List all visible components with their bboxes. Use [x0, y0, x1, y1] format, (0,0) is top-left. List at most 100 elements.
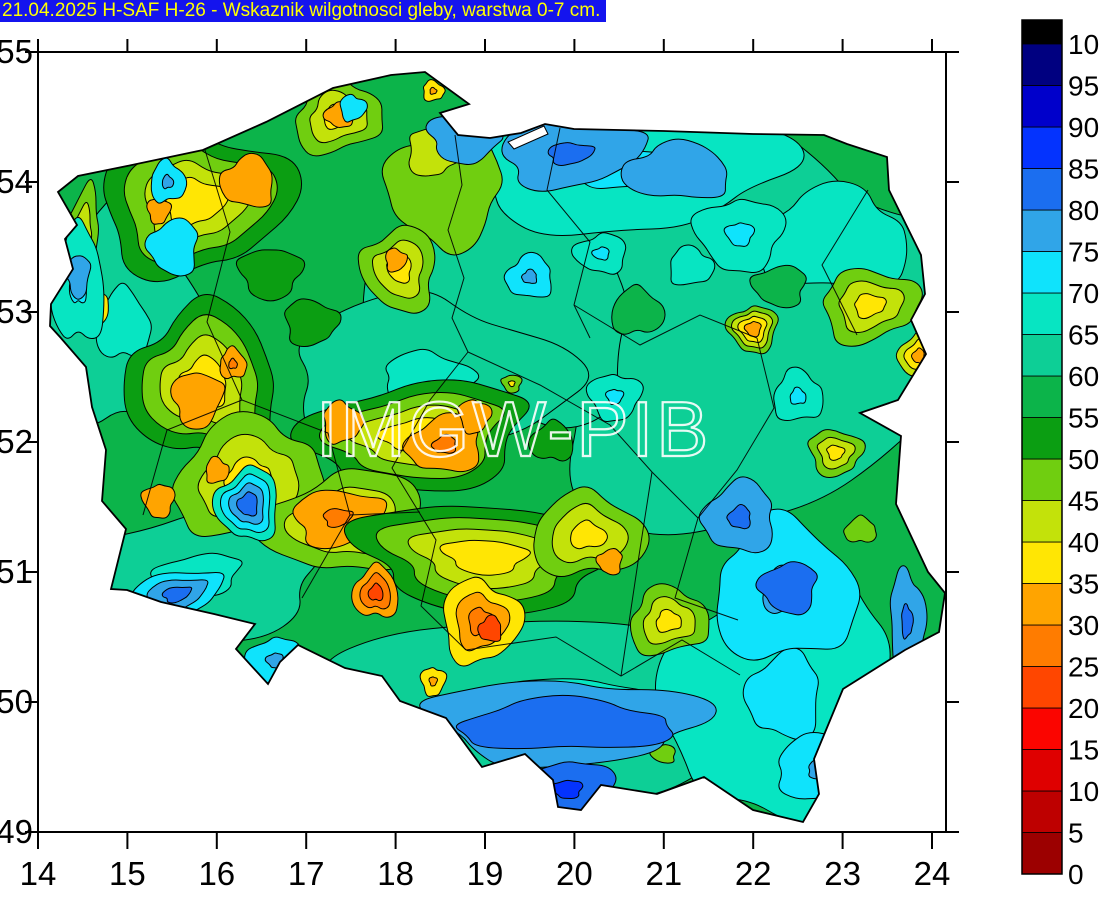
moisture-contour [455, 694, 674, 750]
voivodeship-border [204, 149, 243, 401]
colorbar-segment [1021, 334, 1063, 377]
moisture-contour [843, 514, 877, 543]
x-axis-tick-label: 21 [645, 855, 682, 892]
watermark-layer: IMGW-PIB [315, 384, 711, 474]
colorbar-segment [1021, 126, 1063, 169]
colorbar-segment [1021, 749, 1063, 792]
x-axis-tick-label: 23 [824, 855, 861, 892]
moisture-contour [235, 249, 306, 302]
voivodeship-border [349, 511, 421, 516]
moisture-contour [507, 380, 516, 388]
x-axis-tick-label: 24 [914, 855, 951, 892]
colorbar-label: 70 [1068, 278, 1099, 309]
colorbar-segment [1021, 43, 1063, 86]
colorbar-segment [1021, 292, 1063, 335]
moisture-contour [901, 603, 914, 640]
imgw-watermark: IMGW-PIB [316, 385, 711, 473]
colorbar-label: 15 [1068, 735, 1099, 766]
colorbar-overflow-segment [1021, 19, 1063, 45]
colorbar-segment [1021, 541, 1063, 584]
colorbar-segment [1021, 375, 1063, 418]
x-axis-tick-label: 19 [467, 855, 504, 892]
colorbar-segment [1021, 707, 1063, 750]
colorbar-segment [1021, 790, 1063, 833]
y-axis-tick-label: 55 [0, 33, 33, 70]
y-axis-tick-label: 49 [0, 813, 33, 850]
colorbar-label: 30 [1068, 610, 1099, 641]
x-axis-tick-label: 20 [556, 855, 593, 892]
moisture-contour [655, 608, 682, 633]
moisture-contour [284, 298, 342, 348]
voivodeship-border [821, 189, 869, 336]
colorbar: 0 5 10 15 20 25 30 35 40 45 50 55 60 65 70 75 80 85 90 95 10… [1021, 19, 1100, 890]
moisture-contour [743, 321, 762, 338]
moisture-contour [521, 268, 538, 284]
colorbar-segment [1021, 500, 1063, 543]
colorbar-segment [1021, 209, 1063, 252]
moisture-contour [161, 173, 175, 190]
moisture-contour [170, 372, 226, 430]
axes-layer: 14 15 16 17 18 19 20 21 22 23 24 49 50 51 52 53 54 55 [0, 33, 959, 892]
voivodeship-border [241, 399, 351, 599]
voivodeship-border [573, 304, 758, 346]
moisture-contour [439, 539, 531, 576]
moisture-contour [161, 586, 193, 604]
moisture-contour [144, 217, 199, 277]
map-title-bar: 21.04.2025 H-SAF H-26 - Wskaznik wilgotn… [0, 0, 607, 22]
colorbar-label: 10 [1068, 776, 1099, 807]
voivodeship-border [142, 399, 243, 516]
colorbar-label: 35 [1068, 569, 1099, 600]
voivodeship-border [447, 134, 469, 353]
moisture-contour [236, 491, 258, 517]
colorbar-frame [1021, 19, 1063, 875]
moisture-contour [778, 732, 877, 800]
colorbar-segment [1021, 832, 1063, 875]
colorbar-label: 65 [1068, 320, 1099, 351]
moisture-contour [611, 283, 666, 335]
colorbar-label: 20 [1068, 693, 1099, 724]
colorbar-label: 55 [1068, 403, 1099, 434]
colorbar-label: 0 [1068, 859, 1084, 890]
moisture-contour [591, 246, 610, 261]
moisture-contour [205, 455, 230, 484]
y-axis-tick-label: 50 [0, 683, 33, 720]
colorbar-label: 95 [1068, 71, 1099, 102]
x-axis-tick-label: 17 [288, 855, 325, 892]
y-axis-tick-label: 53 [0, 293, 33, 330]
colorbar-segment [1021, 85, 1063, 128]
voivodeship-border [465, 636, 741, 677]
moisture-contour [726, 503, 751, 530]
x-axis-tick-label: 16 [198, 855, 235, 892]
colorbar-label: 100 [1068, 29, 1100, 60]
voivodeship-border [674, 517, 739, 621]
colorbar-segment [1021, 458, 1063, 501]
colorbar-label: 90 [1068, 112, 1099, 143]
voivodeship-border [697, 337, 775, 519]
moisture-contour [723, 222, 756, 247]
moisture-contour [218, 152, 273, 208]
voivodeship-border [391, 351, 469, 651]
moisture-contour [620, 138, 728, 199]
moisture-contour [429, 86, 438, 95]
colorbar-label: 80 [1068, 195, 1099, 226]
x-axis-tick-label: 18 [377, 855, 414, 892]
contour-map-layer [50, 72, 945, 822]
moisture-contour [670, 244, 716, 286]
moisture-contour [854, 293, 887, 320]
moisture-contour [385, 247, 409, 273]
colorbar-label: 25 [1068, 652, 1099, 683]
colorbar-label: 45 [1068, 486, 1099, 517]
moisture-contour [367, 582, 384, 602]
y-axis-tick-label: 52 [0, 423, 33, 460]
moisture-contour [477, 614, 502, 642]
moisture-contour [595, 548, 623, 576]
moisture-contour [430, 433, 457, 454]
colorbar-segment [1021, 624, 1063, 667]
colorbar-label: 50 [1068, 444, 1099, 475]
moisture-contour [570, 519, 608, 550]
moisture-contour [457, 399, 493, 435]
colorbar-label: 85 [1068, 154, 1099, 185]
colorbar-label: 60 [1068, 361, 1099, 392]
